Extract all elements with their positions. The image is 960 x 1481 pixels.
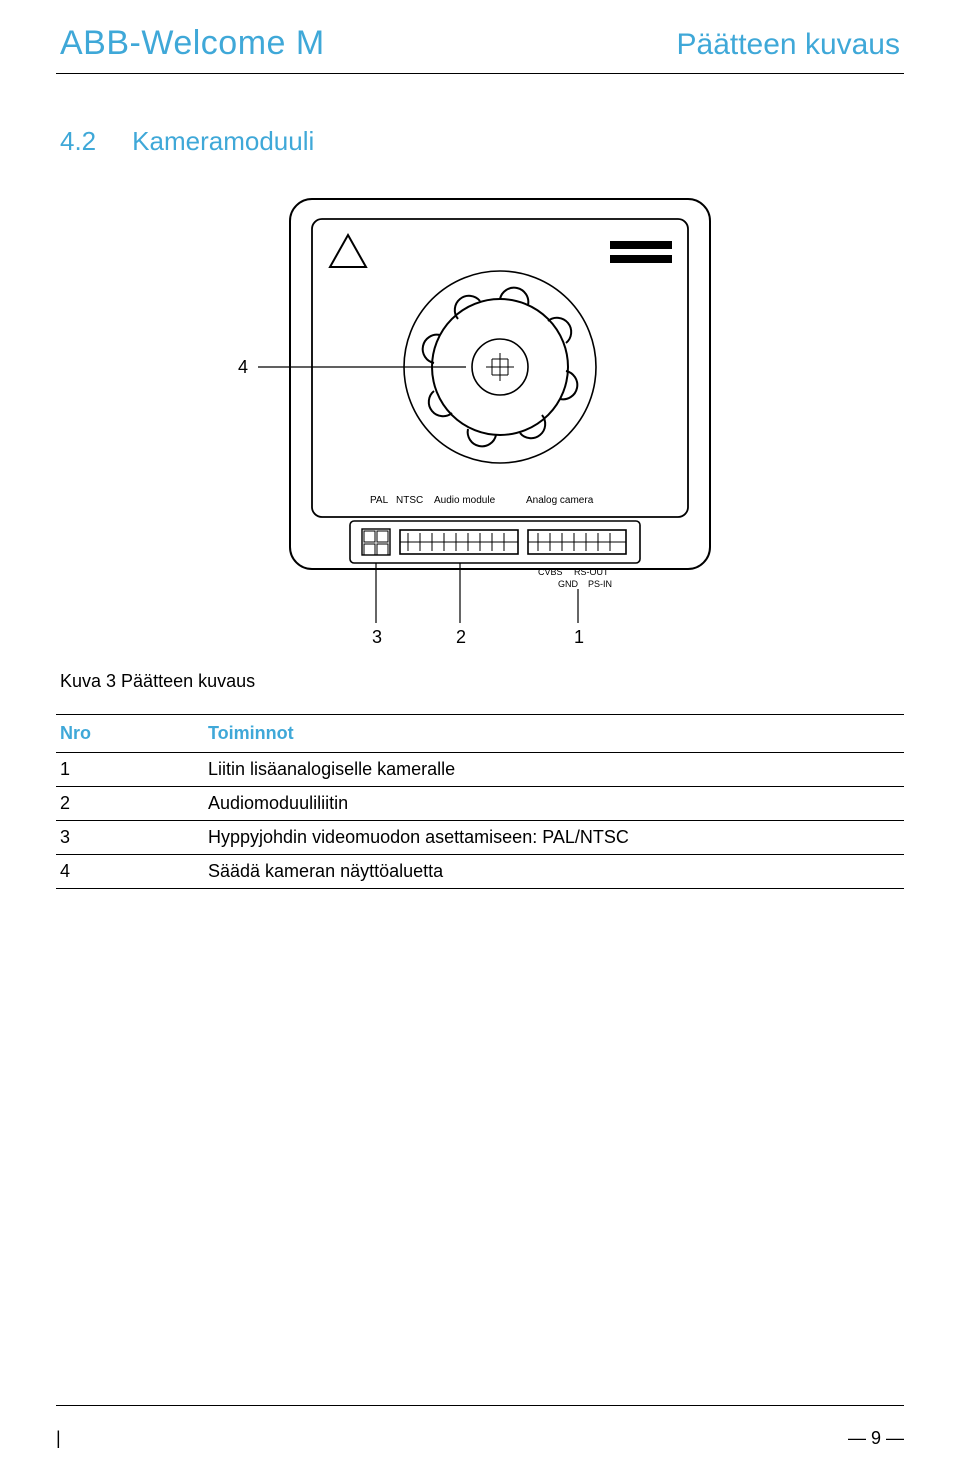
label-gnd: GND <box>558 579 579 589</box>
cell-text: Audiomoduuliliitin <box>204 787 904 821</box>
cell-text: Liitin lisäanalogiselle kameralle <box>204 753 904 787</box>
table-header-nro: Nro <box>56 715 204 753</box>
footer-rule <box>56 1405 904 1406</box>
table-header-toiminnot: Toiminnot <box>204 715 904 753</box>
callout-2: 2 <box>456 627 466 647</box>
section-number: 4.2 <box>60 126 96 157</box>
header-title-left: ABB-Welcome M <box>60 24 325 63</box>
cell-nro: 2 <box>56 787 204 821</box>
section-title: Kameramoduuli <box>132 126 314 157</box>
table-row: 3 Hyppyjohdin videomuodon asettamiseen: … <box>56 821 904 855</box>
cell-nro: 1 <box>56 753 204 787</box>
header-title-right: Päätteen kuvaus <box>677 28 901 62</box>
callout-4: 4 <box>238 357 248 377</box>
table-row: 2 Audiomoduuliliitin <box>56 787 904 821</box>
label-ntsc: NTSC <box>396 495 423 506</box>
table-row: 1 Liitin lisäanalogiselle kameralle <box>56 753 904 787</box>
document-page: ABB-Welcome M Päätteen kuvaus 4.2 Kamera… <box>0 0 960 1481</box>
cell-nro: 3 <box>56 821 204 855</box>
label-cvbs: CVBS <box>538 567 563 577</box>
header-rule <box>56 73 904 74</box>
label-audio-module: Audio module <box>434 495 496 506</box>
footer-right: — 9 — <box>848 1428 904 1449</box>
cell-nro: 4 <box>56 855 204 889</box>
table-row: 4 Säädä kameran näyttöaluetta <box>56 855 904 889</box>
section-heading: 4.2 Kameramoduuli <box>56 126 904 157</box>
figure-caption: Kuva 3 Päätteen kuvaus <box>56 671 904 692</box>
label-analog-camera: Analog camera <box>526 495 594 506</box>
cell-text: Säädä kameran näyttöaluetta <box>204 855 904 889</box>
page-header: ABB-Welcome M Päätteen kuvaus <box>56 24 904 73</box>
cell-text: Hyppyjohdin videomuodon asettamiseen: PA… <box>204 821 904 855</box>
label-pal: PAL <box>370 495 389 506</box>
figure: PAL NTSC Audio module Analog camera <box>56 181 904 651</box>
camera-module-diagram: PAL NTSC Audio module Analog camera <box>180 181 780 651</box>
callout-1: 1 <box>574 627 584 647</box>
callout-3: 3 <box>372 627 382 647</box>
label-rs-out: RS-OUT <box>574 567 609 577</box>
functions-table: Nro Toiminnot 1 Liitin lisäanalogiselle … <box>56 714 904 889</box>
label-ps-in: PS-IN <box>588 579 612 589</box>
page-footer: | — 9 — <box>56 1405 904 1449</box>
footer-left: | <box>56 1428 61 1449</box>
